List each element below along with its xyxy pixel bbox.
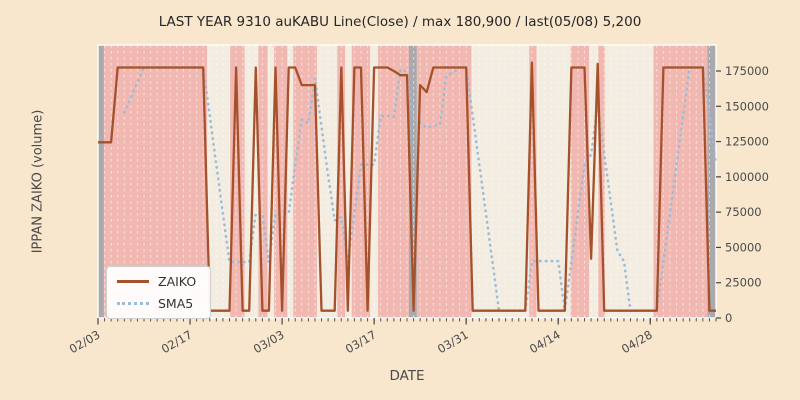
legend: ZAIKO SMA5 bbox=[106, 266, 212, 319]
x-tick-label: 04/14 bbox=[527, 327, 563, 356]
background-band-pink bbox=[416, 45, 472, 318]
y-tick-label: 50000 bbox=[725, 240, 762, 254]
legend-label-sma5: SMA5 bbox=[158, 296, 194, 311]
background-band-pink bbox=[653, 45, 708, 318]
x-tick-label: 02/03 bbox=[67, 327, 103, 356]
x-tick-label: 03/17 bbox=[343, 327, 379, 356]
background-band-beige bbox=[604, 45, 654, 318]
legend-item-sma5: SMA5 bbox=[117, 296, 196, 311]
background-band-gray bbox=[707, 45, 716, 318]
y-tick-label: 25000 bbox=[725, 276, 762, 290]
y-tick-label: 150000 bbox=[725, 99, 769, 113]
background-band-beige bbox=[345, 45, 352, 318]
background-band-beige bbox=[287, 45, 294, 318]
legend-label-zaiko: ZAIKO bbox=[158, 274, 197, 289]
background-band-beige bbox=[471, 45, 530, 318]
y-tick-label: 125000 bbox=[725, 135, 769, 149]
background-band-pink bbox=[570, 45, 590, 318]
background-band-pink bbox=[529, 45, 537, 318]
background-band-gray bbox=[98, 45, 104, 318]
x-tick-label: 02/17 bbox=[159, 327, 195, 356]
x-tick-label: 04/28 bbox=[619, 327, 655, 356]
background-band-pink bbox=[378, 45, 409, 318]
y-tick-label: 75000 bbox=[725, 205, 762, 219]
x-tick-label: 03/03 bbox=[251, 327, 287, 356]
background-band-pink bbox=[337, 45, 346, 318]
zaiko-line-swatch-icon bbox=[117, 280, 149, 283]
y-tick-label: 100000 bbox=[725, 170, 769, 184]
y-tick-label: 0 bbox=[725, 311, 732, 325]
x-axis-label: DATE bbox=[389, 368, 425, 384]
background-band-beige bbox=[267, 45, 275, 318]
background-band-beige bbox=[207, 45, 231, 318]
sma5-line-swatch-icon bbox=[117, 302, 149, 305]
legend-item-zaiko: ZAIKO bbox=[117, 274, 196, 289]
chart-title: LAST YEAR 9310 auKABU Line(Close) / max … bbox=[158, 14, 642, 30]
background-band-pink bbox=[258, 45, 268, 318]
background-band-gray bbox=[408, 45, 417, 318]
x-tick-label: 03/31 bbox=[435, 327, 471, 356]
y-tick-label: 175000 bbox=[725, 64, 769, 78]
zaiko-line bbox=[98, 61, 716, 312]
background-band-beige bbox=[370, 45, 379, 318]
